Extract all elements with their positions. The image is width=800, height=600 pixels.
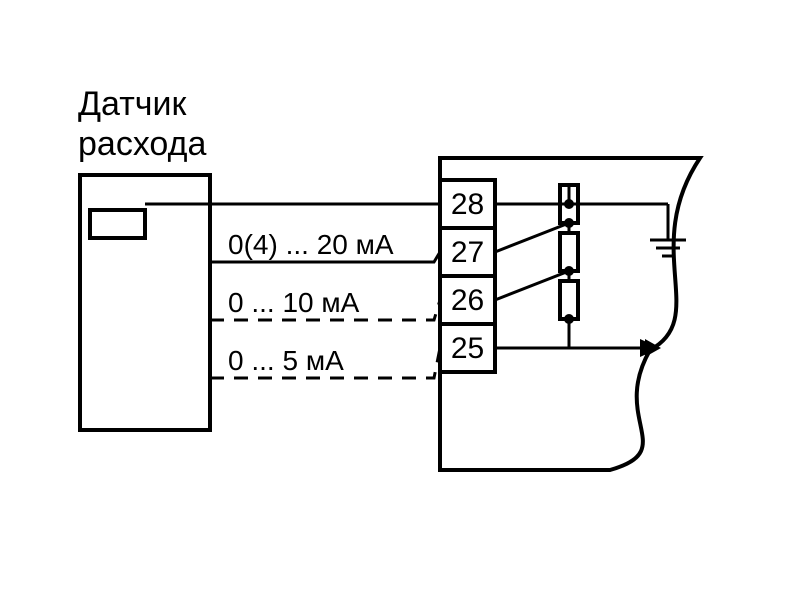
signal-label-2: 0 ... 5 мА [228, 345, 344, 376]
terminal-label-27: 27 [451, 236, 484, 269]
sensor-connector [90, 210, 145, 238]
lead-27 [495, 223, 569, 252]
title-line1: Датчик [78, 85, 187, 123]
terminal-label-26: 26 [451, 284, 484, 317]
output-arrowhead [640, 339, 660, 357]
lead-26 [495, 271, 569, 300]
terminal-label-28: 28 [451, 188, 484, 221]
resistor-1 [560, 233, 578, 271]
resistor-2 [560, 281, 578, 319]
title-line2: расхода [78, 125, 206, 163]
terminal-label-25: 25 [451, 332, 484, 365]
signal-label-0: 0(4) ... 20 мА [228, 229, 394, 260]
signal-label-1: 0 ... 10 мА [228, 287, 360, 318]
